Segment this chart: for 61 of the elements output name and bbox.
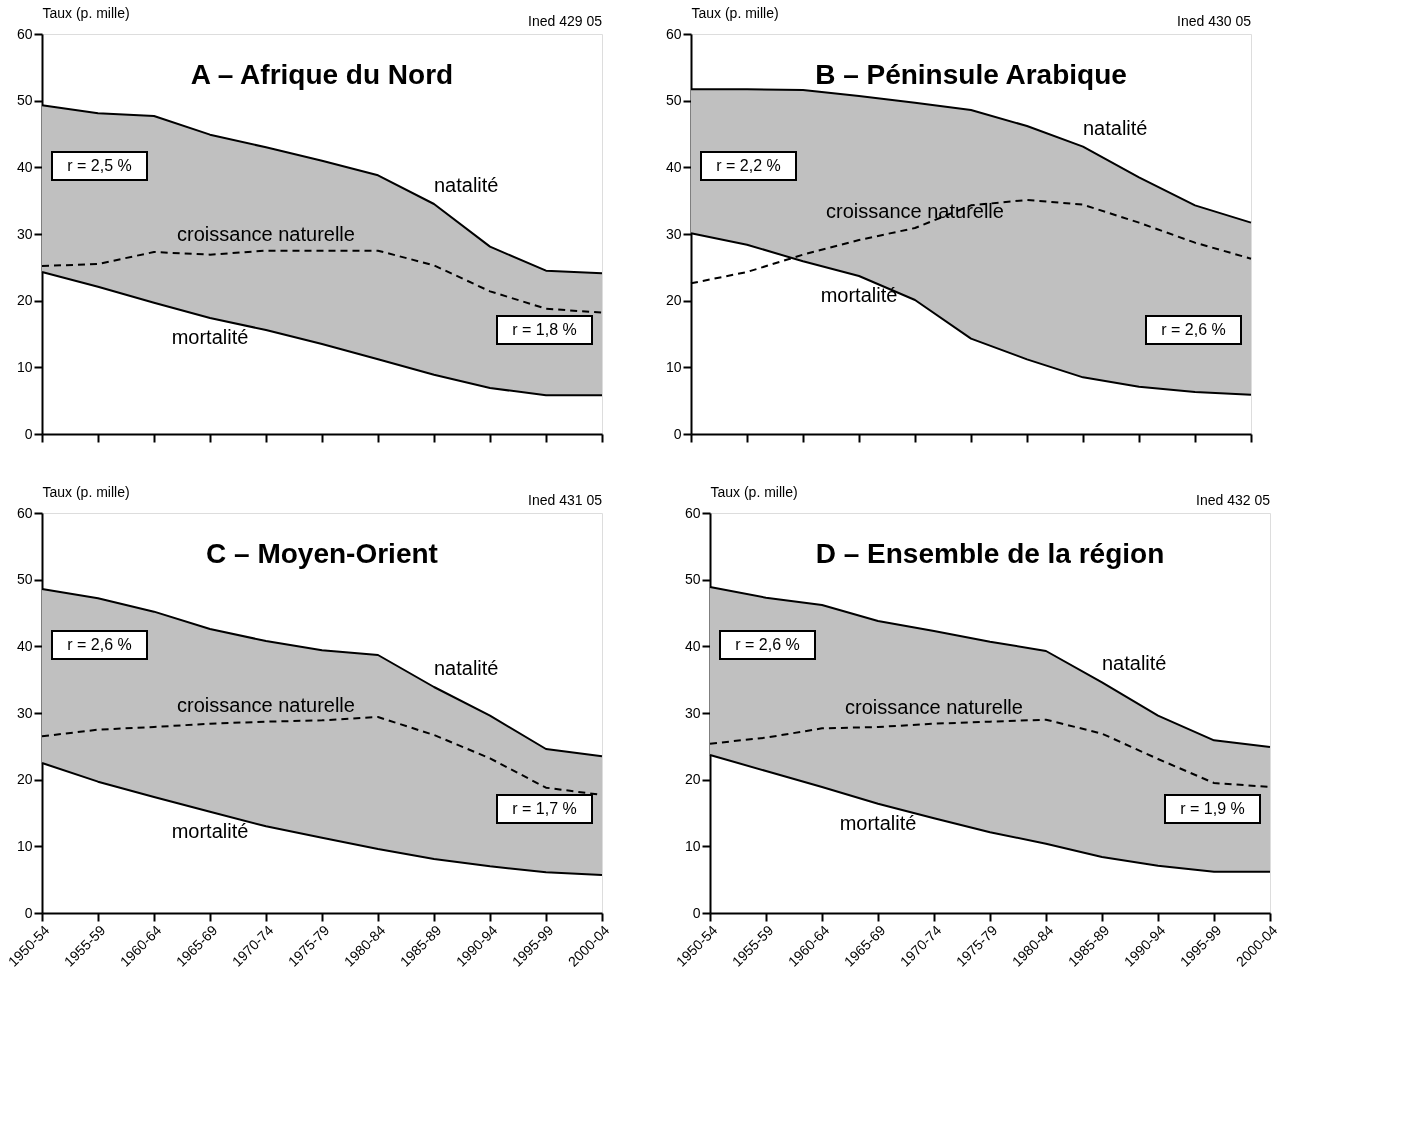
series-label: croissance naturelle [177, 693, 355, 716]
series-label: natalité [434, 174, 499, 196]
text: Ined 431 05 [528, 492, 603, 508]
y-axis-title: Taux (p. mille) [710, 483, 798, 500]
y-tick-label: 50 [16, 92, 33, 109]
y-axis-title: Taux (p. mille) [42, 4, 130, 21]
series-label: mortalité [171, 819, 249, 842]
y-tick-label: 40 [665, 158, 682, 175]
y-tick-label: 0 [24, 904, 33, 921]
y-tick-label: 50 [665, 92, 682, 109]
annotation: r = 2,6 % [735, 636, 800, 653]
y-tick-label: 20 [16, 292, 33, 309]
y-tick-label: 30 [16, 704, 33, 721]
y-tick-label: 30 [665, 225, 682, 242]
annotation: r = 2,2 % [716, 157, 781, 174]
annotation: r = 2,6 % [67, 636, 132, 653]
y-tick-label: 10 [16, 837, 33, 854]
text: D – Ensemble de la région [815, 538, 1165, 569]
series-label: croissance naturelle [177, 222, 355, 245]
y-tick-label: 20 [684, 771, 701, 788]
series-label: mortalité [820, 284, 898, 306]
y-tick-label: 30 [16, 225, 33, 242]
series-label: natalité [1083, 116, 1148, 139]
y-tick-label: 60 [16, 25, 33, 42]
annotation: r = 2,5 % [67, 157, 132, 174]
text: Ined 429 05 [528, 13, 603, 29]
y-tick-label: 50 [684, 571, 701, 588]
y-tick-label: 0 [24, 425, 33, 442]
y-tick-label: 60 [16, 504, 33, 521]
y-tick-label: 40 [16, 158, 33, 175]
y-tick-label: 30 [684, 704, 701, 721]
text: Ined 432 05 [1196, 492, 1271, 508]
y-tick-label: 0 [673, 425, 682, 442]
y-tick-label: 0 [692, 904, 701, 921]
y-axis-title: Taux (p. mille) [42, 483, 130, 500]
y-tick-label: 10 [16, 358, 33, 375]
y-tick-label: 10 [684, 837, 701, 854]
text: B – Péninsule Arabique [815, 59, 1127, 90]
annotation: r = 1,7 % [512, 800, 577, 817]
y-tick-label: 20 [16, 771, 33, 788]
annotation: r = 1,8 % [512, 321, 577, 338]
text: Ined 430 05 [1177, 13, 1252, 29]
series-label: croissance naturelle [845, 695, 1023, 718]
line-series [41, 249, 603, 314]
series-label: natalité [434, 657, 499, 679]
text: C – Moyen-Orient [206, 538, 438, 569]
y-axis-title: Taux (p. mille) [691, 4, 779, 21]
y-tick-label: 40 [16, 637, 33, 654]
series-label: croissance naturelle [826, 200, 1004, 222]
y-tick-label: 60 [684, 504, 701, 521]
y-tick-label: 20 [665, 292, 682, 309]
series-label: mortalité [171, 326, 249, 348]
annotation: r = 1,9 % [1180, 800, 1245, 817]
y-tick-label: 40 [684, 637, 701, 654]
y-tick-label: 60 [665, 25, 682, 42]
y-tick-label: 50 [16, 571, 33, 588]
text: A – Afrique du Nord [190, 59, 454, 90]
y-tick-label: 10 [665, 358, 682, 375]
annotation: r = 2,6 % [1161, 321, 1226, 338]
series-label: natalité [1102, 652, 1167, 675]
series-label: mortalité [839, 811, 917, 834]
